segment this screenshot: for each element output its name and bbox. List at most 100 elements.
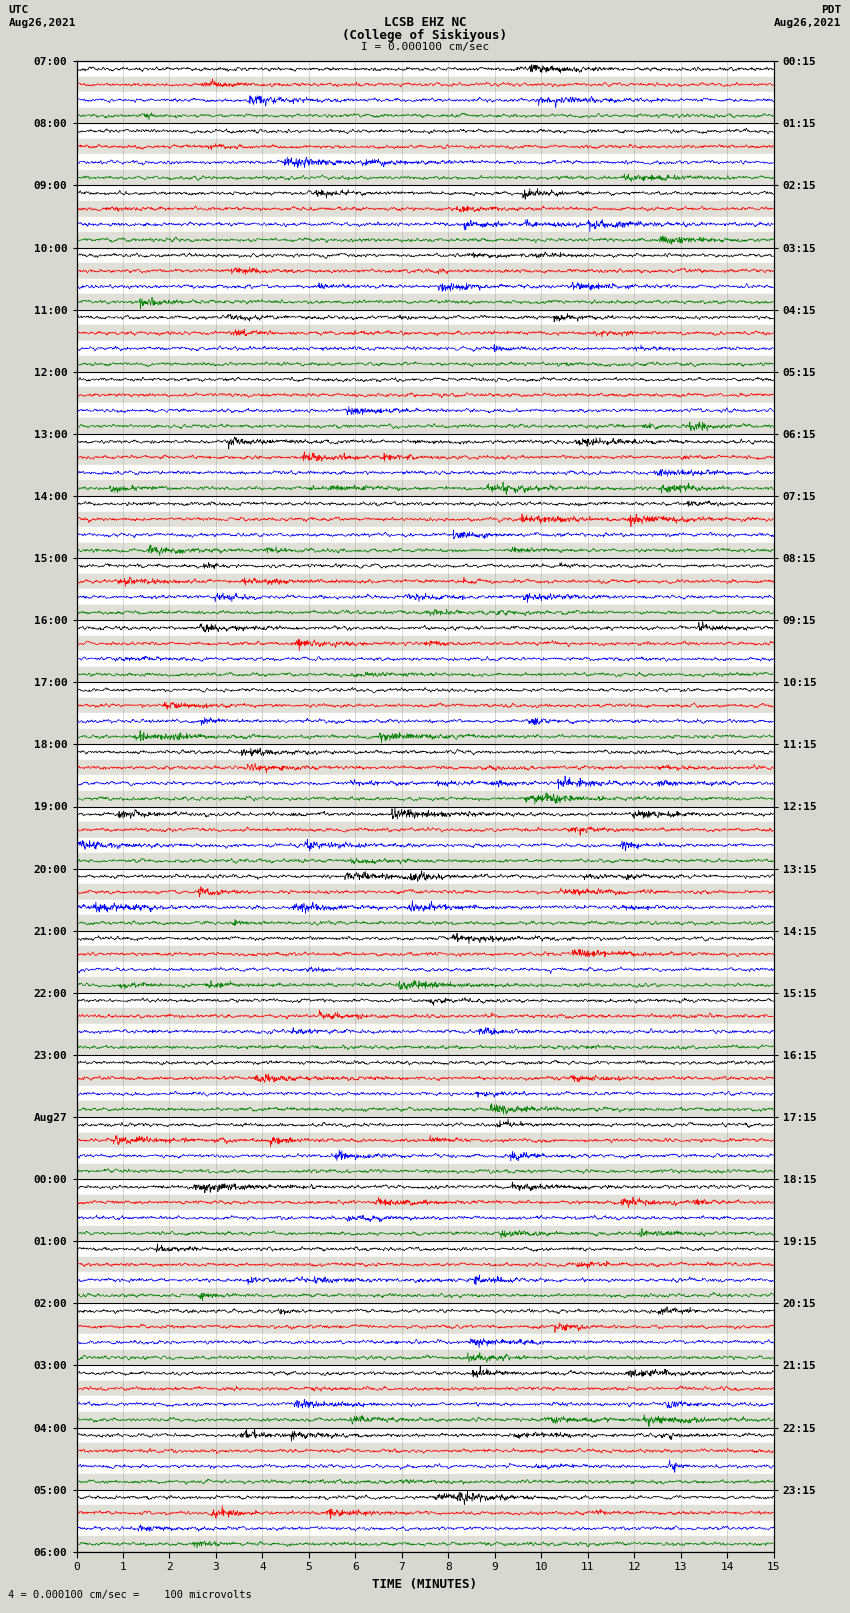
Bar <box>76 931 774 947</box>
Bar <box>76 682 774 698</box>
Bar <box>76 776 774 790</box>
Bar <box>76 652 774 666</box>
Bar <box>76 232 774 247</box>
Bar <box>76 666 774 682</box>
Bar <box>76 823 774 837</box>
Bar <box>76 1303 774 1319</box>
Bar <box>76 1505 774 1521</box>
Bar <box>76 1350 774 1365</box>
Bar <box>76 1334 774 1350</box>
Bar <box>76 1226 774 1242</box>
Bar <box>76 465 774 481</box>
Bar <box>76 1240 774 1257</box>
Bar <box>76 403 774 418</box>
Bar <box>76 1490 774 1505</box>
Bar <box>76 310 774 326</box>
Bar <box>76 1071 774 1086</box>
Bar <box>76 1365 774 1381</box>
Text: I = 0.000100 cm/sec: I = 0.000100 cm/sec <box>361 42 489 52</box>
Bar <box>76 1210 774 1226</box>
Bar <box>76 1024 774 1039</box>
Bar <box>76 248 774 263</box>
Bar <box>76 108 774 124</box>
Bar <box>76 139 774 155</box>
Bar <box>76 1039 774 1055</box>
Bar <box>76 1458 774 1474</box>
Bar <box>76 155 774 169</box>
Bar <box>76 1195 774 1210</box>
Bar <box>76 434 774 450</box>
Bar <box>76 589 774 605</box>
Bar <box>76 387 774 403</box>
Bar <box>76 418 774 434</box>
Bar <box>76 806 774 823</box>
Bar <box>76 1008 774 1024</box>
Bar <box>76 340 774 356</box>
Bar <box>76 356 774 373</box>
Bar <box>76 1521 774 1536</box>
Bar <box>76 884 774 900</box>
Bar <box>76 1132 774 1148</box>
Bar <box>76 621 774 636</box>
Bar <box>76 1179 774 1195</box>
Bar <box>76 450 774 465</box>
Text: LCSB EHZ NC: LCSB EHZ NC <box>383 16 467 29</box>
Text: 4 = 0.000100 cm/sec =    100 microvolts: 4 = 0.000100 cm/sec = 100 microvolts <box>8 1590 252 1600</box>
Bar <box>76 1428 774 1444</box>
Bar <box>76 77 774 92</box>
Text: UTC: UTC <box>8 5 29 15</box>
Bar <box>76 527 774 542</box>
Bar <box>76 574 774 589</box>
X-axis label: TIME (MINUTES): TIME (MINUTES) <box>372 1578 478 1590</box>
Bar <box>76 1273 774 1287</box>
Bar <box>76 961 774 977</box>
Bar <box>76 202 774 216</box>
Text: Aug26,2021: Aug26,2021 <box>774 18 842 27</box>
Bar <box>76 294 774 310</box>
Text: PDT: PDT <box>821 5 842 15</box>
Bar <box>76 853 774 868</box>
Bar <box>76 1536 774 1552</box>
Bar <box>76 1397 774 1411</box>
Bar <box>76 326 774 340</box>
Bar <box>76 947 774 961</box>
Bar <box>76 698 774 713</box>
Bar <box>76 1444 774 1458</box>
Bar <box>76 61 774 77</box>
Bar <box>76 915 774 931</box>
Text: Aug26,2021: Aug26,2021 <box>8 18 76 27</box>
Bar <box>76 636 774 652</box>
Bar <box>76 790 774 806</box>
Bar <box>76 558 774 574</box>
Bar <box>76 511 774 527</box>
Bar <box>76 1102 774 1116</box>
Bar <box>76 1116 774 1132</box>
Text: (College of Siskiyous): (College of Siskiyous) <box>343 29 507 42</box>
Bar <box>76 216 774 232</box>
Bar <box>76 1257 774 1273</box>
Bar <box>76 279 774 294</box>
Bar <box>76 263 774 279</box>
Bar <box>76 760 774 776</box>
Bar <box>76 713 774 729</box>
Bar <box>76 1086 774 1102</box>
Bar <box>76 1411 774 1428</box>
Bar <box>76 745 774 760</box>
Bar <box>76 1319 774 1334</box>
Bar <box>76 868 774 884</box>
Bar <box>76 900 774 915</box>
Bar <box>76 185 774 202</box>
Bar <box>76 605 774 621</box>
Bar <box>76 837 774 853</box>
Bar <box>76 481 774 497</box>
Bar <box>76 729 774 745</box>
Bar <box>76 1148 774 1163</box>
Bar <box>76 1055 774 1071</box>
Bar <box>76 1474 774 1489</box>
Bar <box>76 497 774 511</box>
Bar <box>76 124 774 139</box>
Bar <box>76 92 774 108</box>
Bar <box>76 977 774 992</box>
Bar <box>76 542 774 558</box>
Bar <box>76 1287 774 1303</box>
